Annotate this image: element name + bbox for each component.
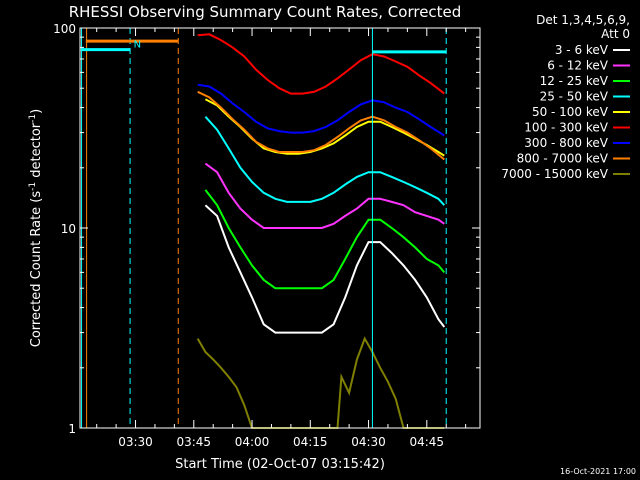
x-tick-label: 04:00 <box>235 435 270 449</box>
legend-label-8: 800 - 7000 keV <box>517 152 609 166</box>
legend-header-line1: Det 1,3,4,5,6,9, <box>536 13 630 27</box>
x-tick-label: 03:30 <box>118 435 153 449</box>
legend-label-7: 300 - 800 keV <box>524 136 608 150</box>
chart-annotations: N <box>80 28 447 428</box>
x-axis-label: Start Time (02-Oct-07 03:15:42) <box>175 457 385 472</box>
series-line-8 <box>197 90 445 161</box>
y-axis-label-sup1: -1 <box>28 182 38 191</box>
footer-timestamp: 16-Oct-2021 17:00 <box>560 467 636 476</box>
legend-label-4: 25 - 50 keV <box>540 90 609 104</box>
x-axis: 03:30 03:45 04:00 04:15 04:30 04:45 <box>96 28 467 449</box>
y-axis-label-mid: detector <box>29 122 44 182</box>
y-tick-label: 1 <box>68 422 76 436</box>
legend-label-9: 7000 - 15000 keV <box>501 167 608 181</box>
series-line-6 <box>197 33 445 95</box>
legend-header-line2: Att 0 <box>601 27 630 41</box>
x-tick-label: 04:15 <box>293 435 328 449</box>
y-axis: 1 10 100 <box>53 22 480 436</box>
series-line-4 <box>204 116 446 206</box>
plot-area <box>196 33 446 429</box>
legend-label-3: 12 - 25 keV <box>540 74 609 88</box>
y-tick-label: 10 <box>61 222 76 236</box>
y-tick-label: 100 <box>53 22 76 36</box>
x-tick-label: 04:45 <box>409 435 444 449</box>
x-tick-label: 03:45 <box>176 435 211 449</box>
legend-label-5: 50 - 100 keV <box>532 105 609 119</box>
legend: Det 1,3,4,5,6,9, Att 0 3 - 6 keV 6 - 12 k… <box>501 13 630 181</box>
series-line-2 <box>204 162 445 229</box>
legend-label-1: 3 - 6 keV <box>555 43 609 57</box>
legend-label-6: 100 - 300 keV <box>524 121 608 135</box>
x-tick-label: 04:30 <box>351 435 386 449</box>
series-line-1 <box>204 204 446 334</box>
y-axis-label: Corrected Count Rate (s-1 detector-1) <box>28 109 44 347</box>
series-line-9 <box>196 336 445 429</box>
n-marker-label: N <box>134 39 141 50</box>
legend-label-2: 6 - 12 keV <box>547 59 609 73</box>
series-line-7 <box>197 83 445 137</box>
y-axis-label-main: Corrected Count Rate (s <box>29 191 44 348</box>
chart-title: RHESSI Observing Summary Count Rates, Co… <box>69 3 462 21</box>
series-line-3 <box>204 189 446 290</box>
y-axis-label-sup2: -1 <box>28 114 38 123</box>
y-axis-label-end: ) <box>29 109 44 114</box>
